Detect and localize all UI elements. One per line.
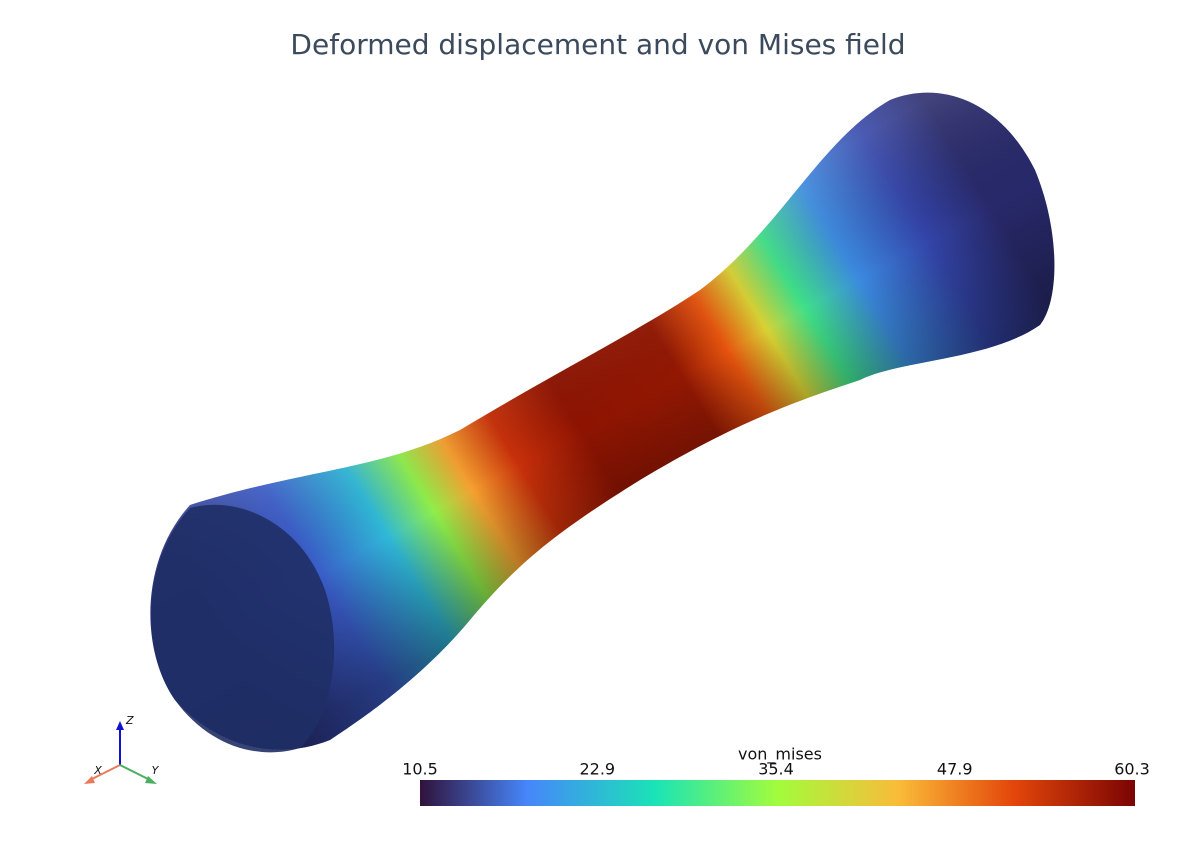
colorbar: von_mises 10.5 22.9 35.4 47.9 60.3	[402, 745, 1150, 806]
colorbar-title: von_mises	[738, 745, 822, 765]
colorbar-tick-label: 10.5	[402, 760, 438, 779]
title: Deformed displacement and von Mises fiel…	[290, 28, 905, 61]
axis-label: Z	[125, 714, 134, 727]
axes-triad: Z X Y	[84, 714, 160, 784]
colorbar-tick-label: 60.3	[1114, 760, 1150, 779]
colorbar-tick-label: 35.4	[758, 760, 794, 779]
axis-label: Y	[152, 764, 160, 777]
colorbar-tick-label: 47.9	[937, 760, 973, 779]
colorbar-tick-label: 22.9	[579, 760, 615, 779]
axis-label: X	[93, 764, 102, 777]
colorbar-ramp	[420, 780, 1135, 806]
specimen	[150, 92, 1055, 753]
